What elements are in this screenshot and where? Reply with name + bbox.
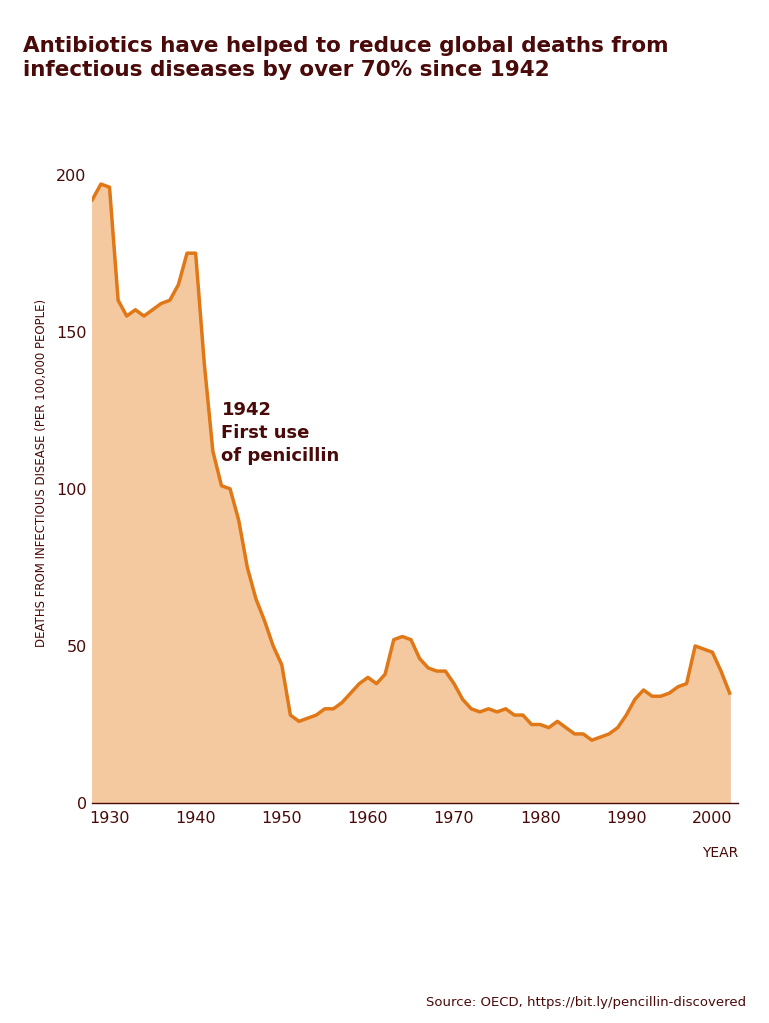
- Text: Source: OECD, https://bit.ly/pencillin-discovered: Source: OECD, https://bit.ly/pencillin-d…: [426, 995, 746, 1009]
- Text: W: W: [611, 884, 677, 940]
- Text: YEAR: YEAR: [702, 846, 738, 860]
- Text: wellcome: wellcome: [608, 972, 681, 987]
- Text: Antibiotics have helped to reduce global deaths from
infectious diseases by over: Antibiotics have helped to reduce global…: [23, 36, 669, 80]
- Y-axis label: DEATHS FROM INFECTIOUS DISEASE (PER 100,000 PEOPLE): DEATHS FROM INFECTIOUS DISEASE (PER 100,…: [35, 299, 48, 648]
- Text: 1942
First use
of penicillin: 1942 First use of penicillin: [221, 401, 340, 464]
